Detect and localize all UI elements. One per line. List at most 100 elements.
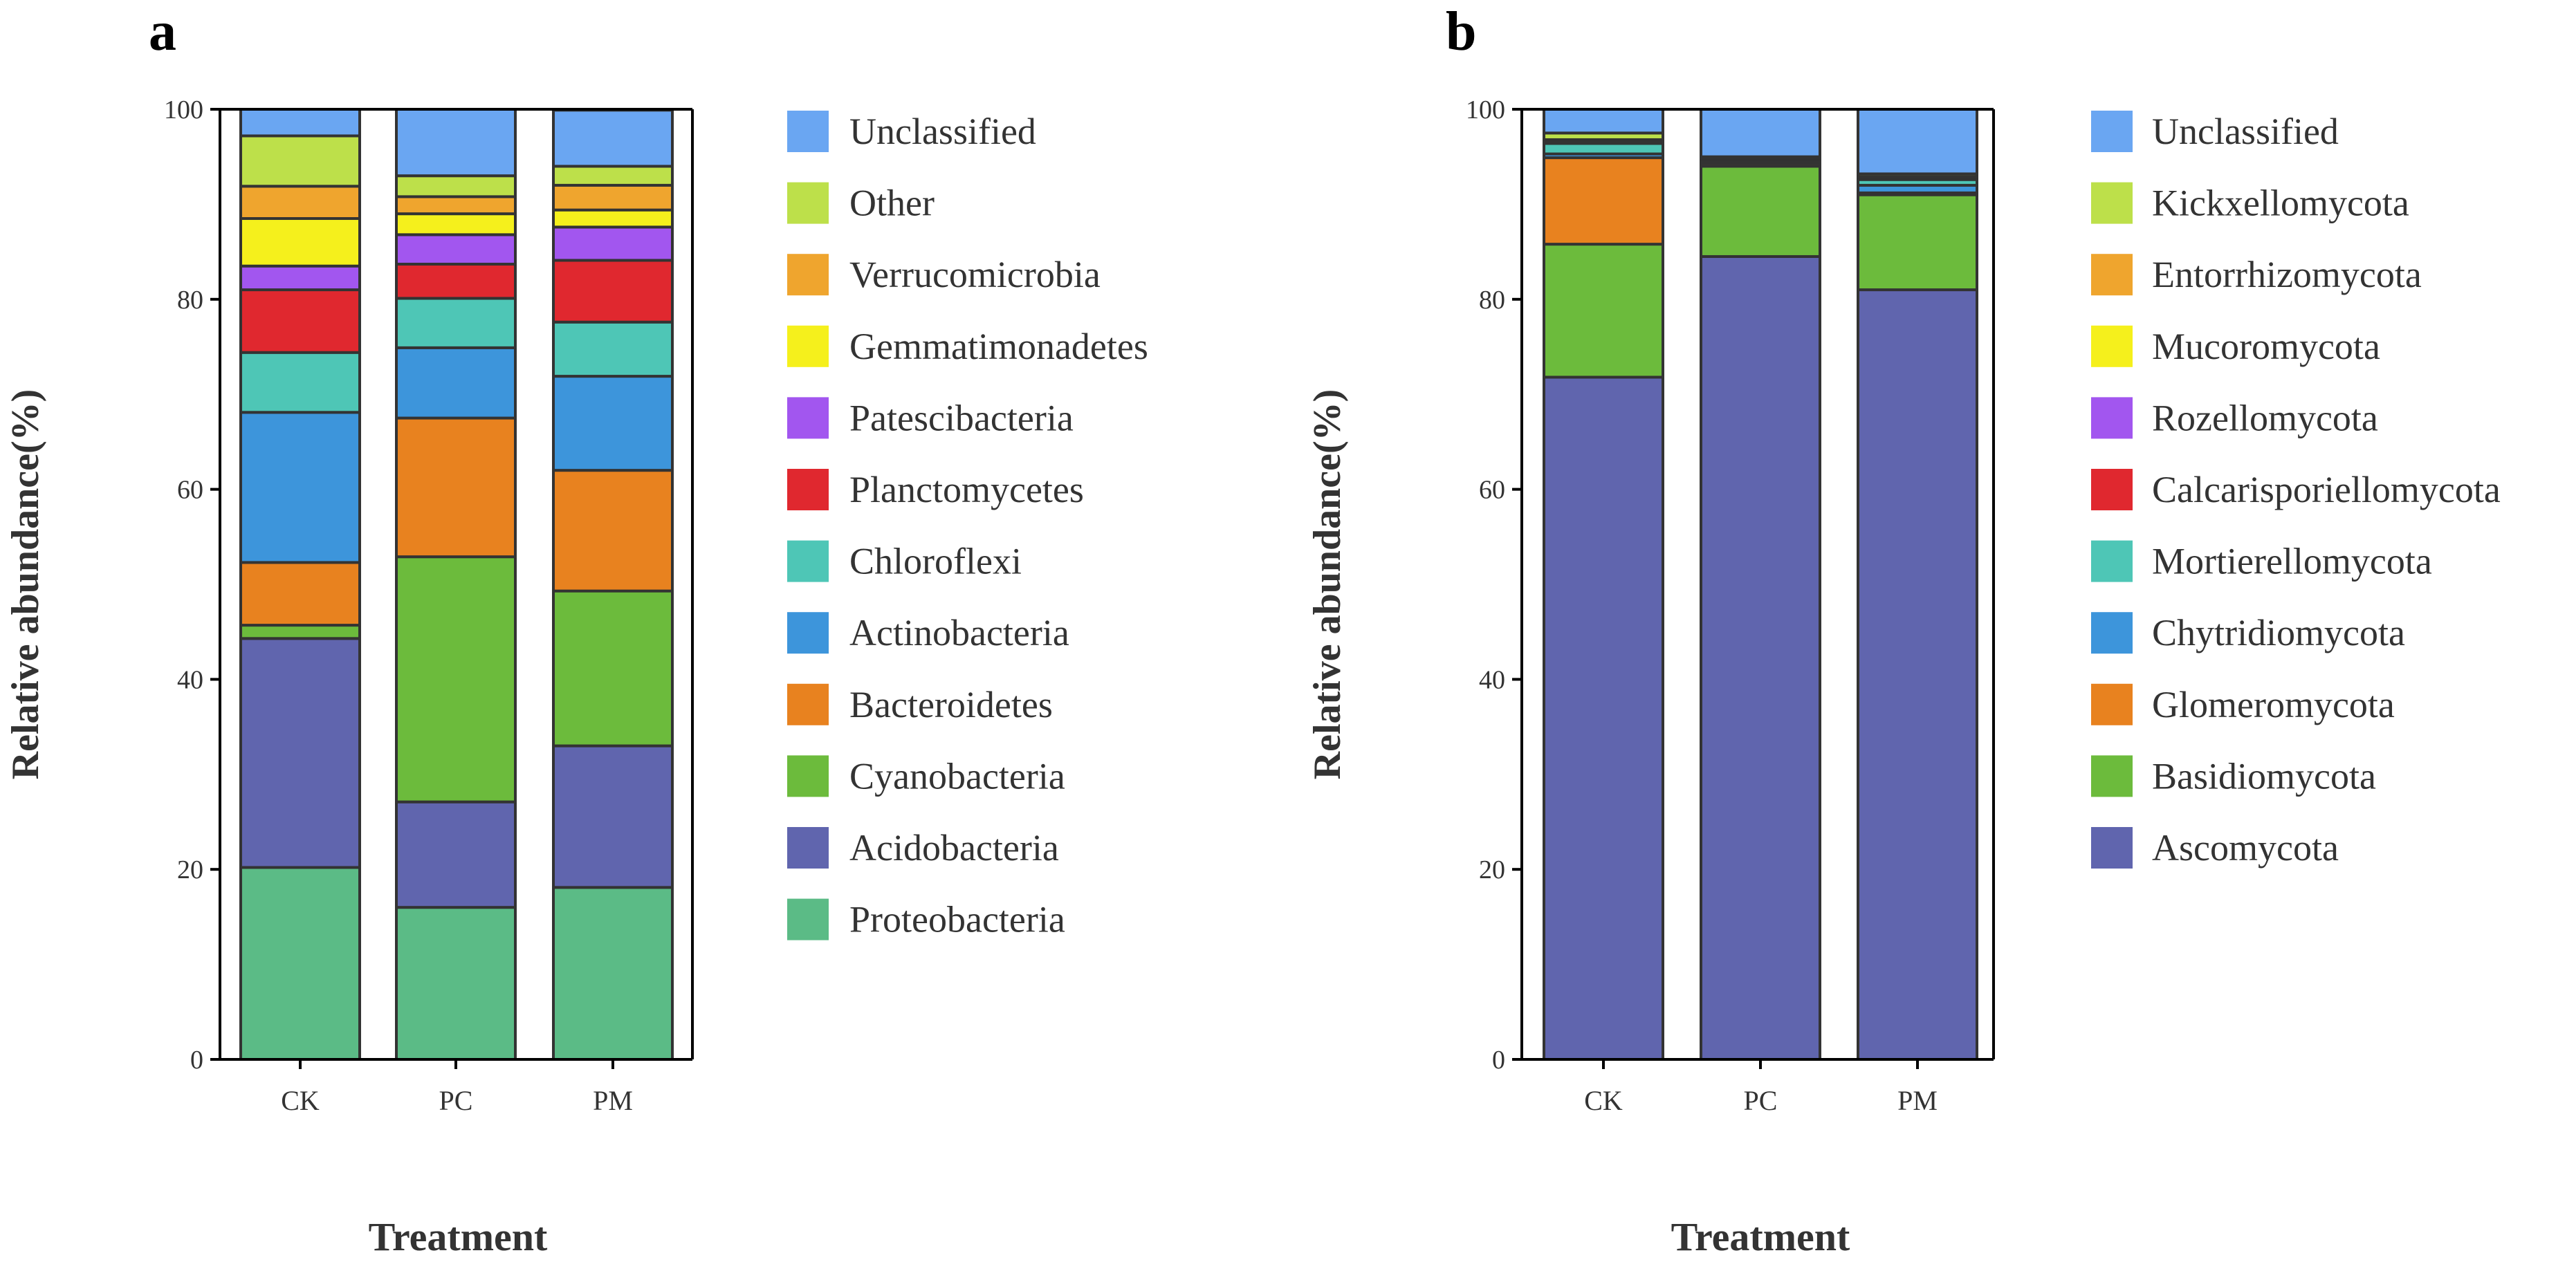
legend-label: Other (849, 183, 935, 224)
legend-label: Chytridiomycota (2152, 612, 2405, 653)
legend-label: Chloroflexi (849, 541, 1022, 582)
bar-ck-acidobacteria[interactable] (239, 637, 361, 869)
bar-ck-chloroflexi[interactable] (239, 351, 361, 414)
legend-swatch (787, 325, 829, 367)
legend-item-chytridiomycota[interactable]: Chytridiomycota (2091, 612, 2405, 654)
legend-item-cyanobacteria[interactable]: Cyanobacteria (787, 755, 1065, 797)
bar-pm-proteobacteria[interactable] (552, 886, 674, 1061)
bar-pc-unclassified[interactable] (395, 108, 517, 178)
x-tick-label-ck: CK (1584, 1085, 1623, 1116)
legend-label: Proteobacteria (849, 899, 1065, 940)
y-tick-label: 60 (177, 476, 203, 505)
legend-swatch (787, 827, 829, 869)
legend-item-other[interactable]: Other (787, 182, 935, 224)
bar-pm-chloroflexi[interactable] (552, 320, 674, 378)
legend-item-glomeromycota[interactable]: Glomeromycota (2091, 683, 2395, 725)
bar-pm-basidiomycota[interactable] (1857, 193, 1978, 292)
legend-item-kickxellomycota[interactable]: Kickxellomycota (2091, 182, 2409, 224)
bar-pc-verrucomicrobia[interactable] (395, 195, 517, 216)
bar-ck-mortierellomycota[interactable] (1543, 142, 1664, 156)
bar-pm-unclassified[interactable] (1857, 108, 1978, 176)
bar-pm-cyanobacteria[interactable] (552, 589, 674, 748)
legend-label: Cyanobacteria (849, 755, 1065, 797)
legend-label: Ascomycota (2152, 827, 2339, 869)
legend-item-entorrhizomycota[interactable]: Entorrhizomycota (2091, 254, 2422, 296)
legend-item-planctomycetes[interactable]: Planctomycetes (787, 469, 1084, 510)
legend-label: Verrucomicrobia (849, 254, 1101, 295)
bar-pc-actinobacteria[interactable] (395, 346, 517, 420)
y-tick-label: 20 (1479, 855, 1505, 884)
panel-letter: a (149, 1, 176, 62)
bar-pc-bacteroidetes[interactable] (395, 416, 517, 559)
legend-swatch (2091, 111, 2133, 152)
bar-pm-ascomycota[interactable] (1857, 288, 1978, 1061)
bar-pc-unclassified[interactable] (1700, 108, 1821, 158)
bar-ck-other[interactable] (239, 134, 361, 188)
legend-item-acidobacteria[interactable]: Acidobacteria (787, 827, 1059, 869)
bar-ck-ascomycota[interactable] (1543, 375, 1664, 1061)
legend-item-rozellomycota[interactable]: Rozellomycota (2091, 397, 2378, 439)
bar-pc-basidiomycota[interactable] (1700, 165, 1821, 258)
bar-ck-unclassified[interactable] (1543, 108, 1664, 135)
legend-item-verrucomicrobia[interactable]: Verrucomicrobia (787, 254, 1101, 296)
bar-pc-cyanobacteria[interactable] (395, 555, 517, 804)
legend-label: Unclassified (849, 111, 1036, 152)
legend-swatch (787, 683, 829, 725)
bar-pm-actinobacteria[interactable] (552, 375, 674, 472)
bar-ck-actinobacteria[interactable] (239, 411, 361, 564)
legend-item-gemmatimonadetes[interactable]: Gemmatimonadetes (787, 325, 1148, 367)
bar-ck-basidiomycota[interactable] (1543, 243, 1664, 379)
bar-ck-planctomycetes[interactable] (239, 288, 361, 354)
bar-ck-cyanobacteria[interactable] (239, 624, 361, 640)
legend-item-patescibacteria[interactable]: Patescibacteria (787, 397, 1074, 439)
legend-item-unclassified[interactable]: Unclassified (787, 111, 1036, 152)
panel-b: b 0 20 40 60 80 100 CK PC PM Relative abundance(%)… (1306, 1, 2501, 1259)
bar-pc-planctomycetes[interactable] (395, 262, 517, 300)
bar-pm-gemmatimonadetes[interactable] (552, 208, 674, 229)
bar-pm-bacteroidetes[interactable] (552, 469, 674, 593)
bar-ck-proteobacteria[interactable] (239, 866, 361, 1061)
bar-ck-bacteroidetes[interactable] (239, 561, 361, 627)
bar-pc-gemmatimonadetes[interactable] (395, 212, 517, 236)
bar-pc-patescibacteria[interactable] (395, 233, 517, 266)
bar-pm-planctomycetes[interactable] (552, 259, 674, 324)
legend-item-unclassified[interactable]: Unclassified (2091, 111, 2339, 152)
bar-ck-verrucomicrobia[interactable] (239, 185, 361, 221)
legend-item-mortierellomycota[interactable]: Mortierellomycota (2091, 540, 2432, 582)
bar-pc-chloroflexi[interactable] (395, 297, 517, 349)
legend-item-mucoromycota[interactable]: Mucoromycota (2091, 325, 2380, 367)
y-tick-label: 80 (1479, 286, 1505, 315)
legend-label: Calcarisporiellomycota (2152, 469, 2501, 510)
y-tick-label: 40 (177, 665, 203, 694)
bar-pc-other[interactable] (395, 174, 517, 198)
legend-swatch (2091, 397, 2133, 439)
legend-item-calcarisporiellomycota[interactable]: Calcarisporiellomycota (2091, 469, 2501, 510)
legend-item-actinobacteria[interactable]: Actinobacteria (787, 612, 1069, 654)
legend-swatch (787, 111, 829, 152)
bar-ck-patescibacteria[interactable] (239, 264, 361, 292)
bar-pm-verrucomicrobia[interactable] (552, 183, 674, 212)
bar-ck-unclassified[interactable] (239, 108, 361, 138)
y-axis-title: Relative abundance(%) (4, 389, 47, 780)
legend-item-bacteroidetes[interactable]: Bacteroidetes (787, 683, 1053, 725)
bar-pc-acidobacteria[interactable] (395, 800, 517, 909)
x-tick-label-pm: PM (593, 1085, 633, 1116)
legend-swatch (787, 254, 829, 296)
bar-ck-glomeromycota[interactable] (1543, 156, 1664, 246)
panel-a: a 0 20 40 60 80 100 CK PC PM Relative abundance(%)… (4, 1, 1148, 1259)
bar-pc-ascomycota[interactable] (1700, 254, 1821, 1061)
bar-pm-other[interactable] (552, 165, 674, 187)
legend-label: Rozellomycota (2152, 397, 2378, 438)
bar-pc-proteobacteria[interactable] (395, 906, 517, 1061)
bar-ck-gemmatimonadetes[interactable] (239, 217, 361, 268)
bar-pm-acidobacteria[interactable] (552, 744, 674, 889)
y-tick-label: 0 (190, 1046, 203, 1075)
legend-swatch (787, 469, 829, 510)
bar-pm-patescibacteria[interactable] (552, 225, 674, 262)
bar-pm-unclassified[interactable] (552, 109, 674, 168)
legend-item-proteobacteria[interactable]: Proteobacteria (787, 898, 1065, 940)
legend-label: Unclassified (2152, 111, 2339, 152)
legend-item-chloroflexi[interactable]: Chloroflexi (787, 540, 1022, 582)
legend-item-basidiomycota[interactable]: Basidiomycota (2091, 755, 2376, 797)
legend-item-ascomycota[interactable]: Ascomycota (2091, 827, 2339, 869)
